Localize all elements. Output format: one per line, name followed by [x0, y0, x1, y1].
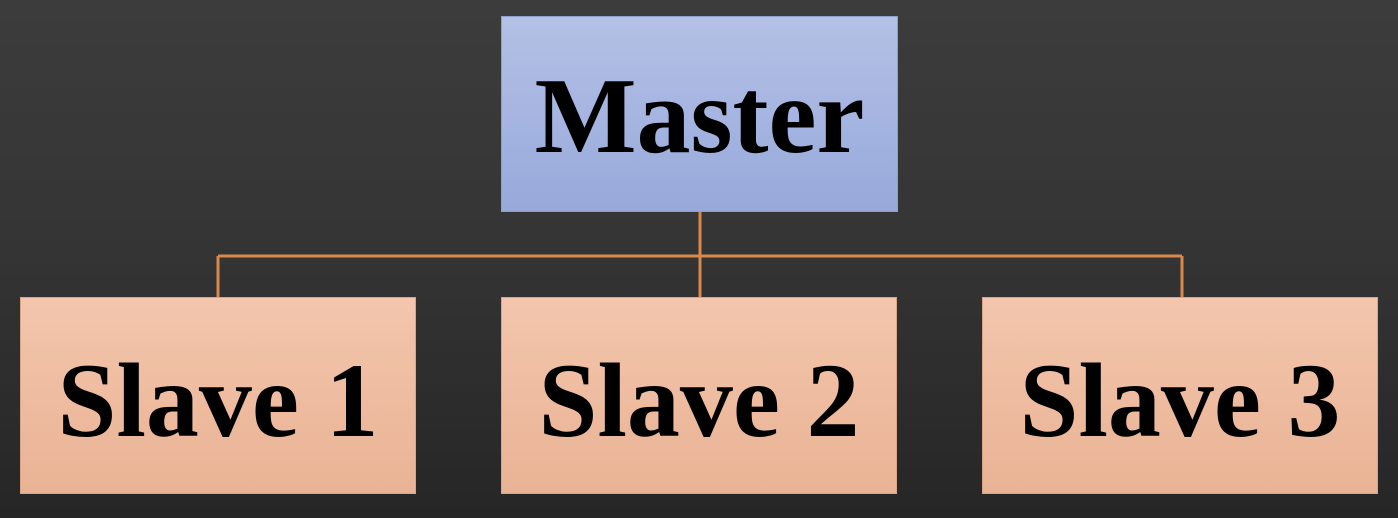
- slave-node-2: Slave 2: [501, 297, 897, 494]
- slave-node-3: Slave 3: [982, 297, 1378, 494]
- slave-2-label: Slave 2: [538, 341, 860, 459]
- slave-3-label: Slave 3: [1019, 341, 1341, 459]
- master-label: Master: [534, 57, 865, 176]
- slave-node-1: Slave 1: [20, 297, 416, 494]
- slave-1-label: Slave 1: [57, 341, 379, 459]
- master-node: Master: [501, 16, 898, 212]
